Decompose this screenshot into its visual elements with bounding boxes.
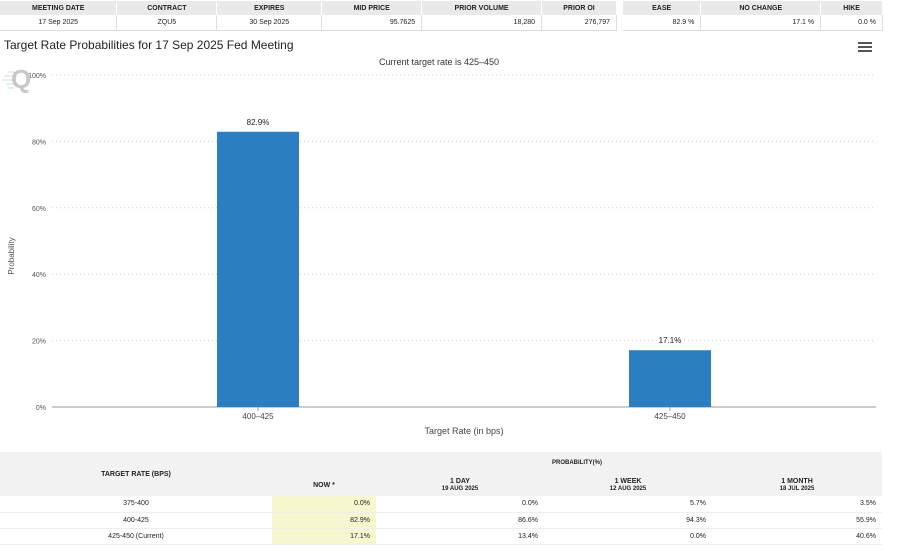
target-rate-header: TARGET RATE (BPS) [0,452,272,496]
row-value-1-month: 40.6% [712,528,882,545]
header-expires: EXPIRES [216,1,323,15]
row-value-1-month: 55.9% [712,512,882,529]
ease-value: 82.9 % [623,15,702,31]
bar-value-label: 17.1% [659,336,682,345]
meeting-info-table: MEETING DATE CONTRACT EXPIRES MID PRICE … [0,1,617,31]
header-mid-price: MID PRICE [321,1,423,15]
y-axis-title: Probability [7,237,16,274]
column-now: NOW * [272,474,376,496]
q-logo-icon: Q [2,64,31,94]
column-1-week-date: 12 AUG 2025 [609,485,647,492]
header-prior-oi: PRIOR OI [541,1,617,15]
bar-chart: Current target rate is 425–450 0% 20% 40% 60… [7,57,876,436]
prior-volume-value: 18,280 [421,15,543,31]
header-no-change: NO CHANGE [700,1,822,15]
prob-table-group-row: TARGET RATE (BPS) PROBABILITY(%) [0,452,882,496]
prob-table-column-row: NOW * 1 DAY 19 AUG 2025 1 WEEK 12 AUG 2025… [0,474,882,496]
summary-header-row: EASE NO CHANGE HIKE [623,1,883,15]
prior-oi-value: 276,797 [541,15,617,31]
y-tick-label: 0% [36,405,46,412]
row-value-1-month: 3.5% [712,496,882,513]
column-1-day: 1 DAY 19 AUG 2025 [376,474,544,496]
y-tick-label: 100% [28,73,46,80]
summary-row: 82.9 % 17.1 % 0.0 % [623,15,883,31]
row-value-1-week: 0.0% [544,528,712,545]
x-tick-label: 425–450 [654,412,686,421]
column-1-week-label: 1 WEEK [614,477,642,485]
hamburger-menu-icon[interactable] [858,42,872,54]
row-rate-label: 375-400 [0,496,272,513]
column-1-month-date: 18 JUL 2025 [779,485,815,492]
no-change-value: 17.1 % [700,15,822,31]
probability-table: TARGET RATE (BPS) PROBABILITY(%) NOW * 1… [0,452,882,545]
bar-value-label: 82.9% [247,118,270,127]
column-1-month: 1 MONTH 18 JUL 2025 [712,474,882,496]
probability-summary-table: EASE NO CHANGE HIKE 82.9 % 17.1 % 0.0 % [623,1,883,31]
table-row: 425-450 (Current) 17.1% 13.4% 0.0% 40.6% [0,528,882,545]
column-1-day-date: 19 AUG 2025 [441,485,479,492]
header-meeting-date: MEETING DATE [0,1,118,15]
y-tick-label: 20% [32,339,46,346]
meeting-date-value: 17 Sep 2025 [0,15,118,31]
header-hike: HIKE [820,1,883,15]
row-value-1-week: 5.7% [544,496,712,513]
x-axis-title: Target Rate (in bps) [424,426,503,436]
header-prior-volume: PRIOR VOLUME [421,1,543,15]
column-1-week: 1 WEEK 12 AUG 2025 [544,474,712,496]
chart-subtitle: Current target rate is 425–450 [379,57,499,67]
column-1-day-label: 1 DAY [450,477,470,485]
header-contract: CONTRACT [116,1,218,15]
row-value-1-day: 86.6% [376,512,544,529]
expires-value: 30 Sep 2025 [216,15,323,31]
column-1-month-label: 1 MONTH [781,477,813,485]
y-tick-label: 40% [32,272,46,279]
chart-area: Current target rate is 425–450 0% 20% 40% 60… [0,50,907,450]
row-value-now: 17.1% [272,528,376,545]
bar-425-450 [629,350,711,407]
table-row: 375-400 0.0% 0.0% 5.7% 3.5% [0,496,882,513]
column-now-label: NOW * [313,481,335,489]
y-tick-label: 60% [32,206,46,213]
meeting-info-header-row: MEETING DATE CONTRACT EXPIRES MID PRICE … [0,1,617,15]
row-rate-label: 425-450 (Current) [0,528,272,545]
meeting-info-bar: MEETING DATE CONTRACT EXPIRES MID PRICE … [0,0,907,34]
row-value-now: 0.0% [272,496,376,513]
chart-title: Target Rate Probabilities for 17 Sep 202… [4,38,294,52]
x-tick-label: 400–425 [242,412,274,421]
bar-400-425 [217,131,299,407]
probability-group-header: PROBABILITY(%) [272,452,882,474]
row-value-1-day: 13.4% [376,528,544,545]
svg-text:Q: Q [11,64,31,94]
header-ease: EASE [623,1,702,15]
row-value-1-day: 0.0% [376,496,544,513]
mid-price-value: 95.7625 [321,15,423,31]
row-value-now: 82.9% [272,512,376,529]
contract-value: ZQU5 [116,15,218,31]
table-row: 400-425 82.9% 86.6% 94.3% 55.9% [0,512,882,529]
row-rate-label: 400-425 [0,512,272,529]
row-value-1-week: 94.3% [544,512,712,529]
meeting-info-row: 17 Sep 2025 ZQU5 30 Sep 2025 95.7625 18,… [0,15,617,31]
hike-value: 0.0 % [820,15,883,31]
y-tick-label: 80% [32,139,46,146]
